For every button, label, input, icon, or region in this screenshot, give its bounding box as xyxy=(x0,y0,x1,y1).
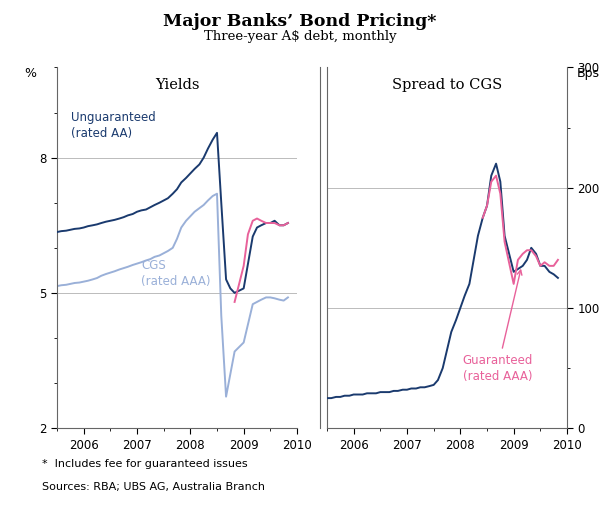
Text: Spread to CGS: Spread to CGS xyxy=(392,78,502,92)
Text: Yields: Yields xyxy=(155,78,199,92)
Text: %: % xyxy=(24,67,36,80)
Text: CGS
(rated AAA): CGS (rated AAA) xyxy=(141,258,211,288)
Text: *  Includes fee for guaranteed issues: * Includes fee for guaranteed issues xyxy=(42,459,248,469)
Text: Three-year A$ debt, monthly: Three-year A$ debt, monthly xyxy=(203,30,397,43)
Text: Unguaranteed
(rated AA): Unguaranteed (rated AA) xyxy=(71,111,156,140)
Text: Guaranteed
(rated AAA): Guaranteed (rated AAA) xyxy=(463,270,533,383)
Text: Major Banks’ Bond Pricing*: Major Banks’ Bond Pricing* xyxy=(163,13,437,30)
Text: Sources: RBA; UBS AG, Australia Branch: Sources: RBA; UBS AG, Australia Branch xyxy=(42,482,265,491)
Text: Bps: Bps xyxy=(577,67,600,80)
